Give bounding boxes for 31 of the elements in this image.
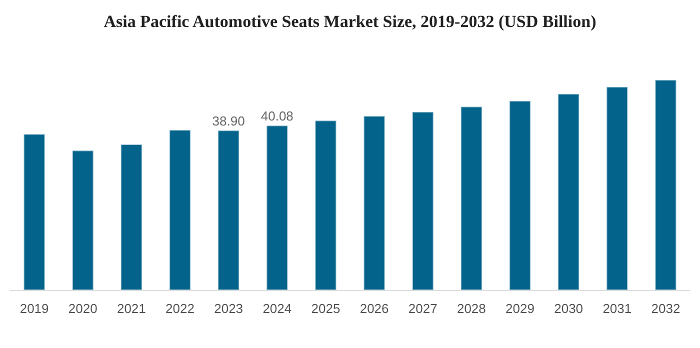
x-tick-label: 2024 <box>262 301 292 316</box>
bar <box>72 150 94 290</box>
bar <box>606 87 628 290</box>
bar <box>460 106 482 290</box>
bar <box>412 112 434 290</box>
x-tick-label: 2025 <box>311 301 340 316</box>
bar <box>558 94 580 290</box>
x-tick-label: 2028 <box>456 301 486 316</box>
x-tick-label: 2020 <box>68 301 98 316</box>
x-tick-label: 2023 <box>214 301 244 316</box>
bar <box>218 130 240 290</box>
chart-title: Asia Pacific Automotive Seats Market Size, 2019-2032 (USD Billion) <box>104 12 596 31</box>
x-tick-label: 2032 <box>651 301 680 316</box>
x-tick-label: 2029 <box>506 301 534 316</box>
bar <box>364 116 385 290</box>
x-tick-label: 2031 <box>602 301 632 316</box>
x-tick-label: 2021 <box>116 301 146 316</box>
x-tick-label: 2030 <box>554 301 584 316</box>
x-tick-label: 2019 <box>20 301 49 316</box>
bar <box>120 144 142 290</box>
data-label: 38.90 <box>212 114 245 129</box>
bar <box>24 134 45 290</box>
x-tick-label: 2022 <box>166 301 194 316</box>
x-tick-label: 2026 <box>360 301 389 316</box>
bar <box>510 100 530 290</box>
bar <box>655 80 676 290</box>
bar <box>170 130 190 290</box>
bar <box>315 120 336 290</box>
data-label: 40.08 <box>260 108 294 124</box>
x-tick-label: 2027 <box>408 301 438 316</box>
bar <box>266 126 288 290</box>
